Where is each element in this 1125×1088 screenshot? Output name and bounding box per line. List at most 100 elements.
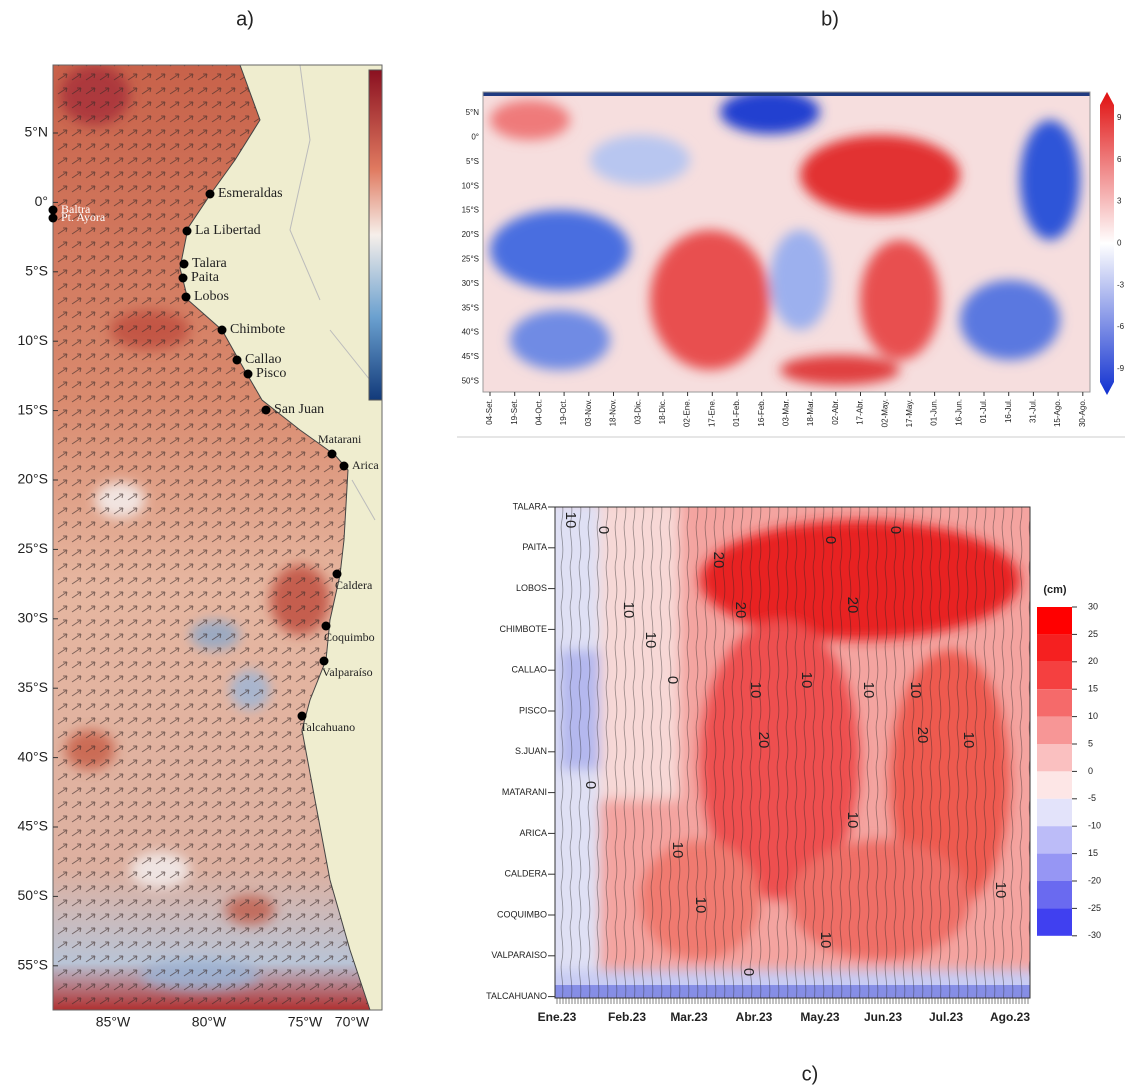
place-dot [217,325,227,335]
date-label: 03-Nov. [584,399,593,426]
colorbar-label: 5 [1088,738,1093,748]
lat-label: 0° [35,193,48,209]
place-dot [181,292,191,302]
contour-label: 20 [914,727,931,744]
contour-label: 20 [844,597,861,614]
date-label: 15-Ago. [1053,399,1062,427]
date-label: 01-Feb. [732,399,741,427]
place-dot [48,213,58,223]
place-label: Matarani [318,432,362,446]
colorbar-label: 6 [1117,155,1122,164]
colorbar-swatch [1037,607,1072,635]
lon-label: 85°W [96,1014,131,1030]
place-label: Pt. Ayora [61,210,106,224]
colorbar-swatch [1037,771,1072,799]
place-label: Coquimbo [324,630,375,644]
station-label: VALPARAISO [491,950,547,960]
lon-label: 70°W [335,1014,370,1030]
station-label: S.JUAN [515,746,547,756]
panel-label: a) [236,8,254,30]
place-dot [179,259,189,269]
place-label: Talara [192,256,228,271]
month-label: May.23 [800,1010,839,1024]
place-label: Talcahuano [300,720,355,734]
date-label: 02-Ene. [683,399,692,427]
contour-label: 10 [907,682,924,699]
contour-label: 10 [844,812,861,829]
contour-label: 0 [822,536,839,544]
month-label: Abr.23 [736,1010,773,1024]
plot-frame [554,506,1031,999]
contour-label: 0 [595,526,612,534]
lat-label: 5°S [466,157,479,166]
contour-label: 10 [692,897,709,914]
colorbar-label: -25 [1088,903,1101,913]
lat-label: 25°S [462,255,479,264]
colorbar-label: 30 [1088,601,1098,611]
colorbar-label: 15 [1088,848,1098,858]
lat-label: 45°S [462,352,479,361]
lat-label: 0° [471,133,479,142]
colorbar [1100,92,1114,395]
hovmoller-b [483,92,1090,392]
panel-label: b) [821,8,839,30]
colorbar-label: -10 [1088,821,1101,831]
date-label: 19-Set. [510,399,519,425]
colorbar-label: 9 [1117,113,1122,122]
station-label: LOBOS [516,583,547,593]
colorbar-label: -6 [1117,322,1125,331]
lat-label: 5°N [25,124,49,140]
place-dot [182,226,192,236]
place-dot [48,205,58,215]
colorbar-swatch [1037,826,1072,854]
lat-label: 40°S [462,328,479,337]
lat-label: 55°S [17,957,48,973]
place-label: Pisco [256,366,286,381]
date-label: 04-Set. [485,399,494,425]
lon-label: 75°W [288,1014,323,1030]
lat-label: 5°N [466,108,480,117]
colorbar-unit: (cm) [1043,584,1067,596]
date-label: 03-Mar. [782,399,791,426]
place-label: Lobos [194,289,229,304]
date-label: 18-Dic. [658,399,667,424]
station-label: CALLAO [511,665,547,675]
place-label: Valparaíso [322,665,373,679]
lat-label: 20°S [17,471,48,487]
lat-label: 25°S [17,540,48,556]
date-label: 31-Jul. [1029,399,1038,423]
contour-label: 0 [664,676,681,684]
date-label: 17-Abr. [856,399,865,425]
colorbar-swatch [1037,798,1072,827]
place-label: Caldera [335,578,373,592]
map-frame [52,64,383,1011]
colorbar-label: -5 [1088,793,1096,803]
colorbar-swatch [1037,634,1072,662]
station-label: ARICA [519,828,547,838]
contour-label: 0 [887,526,904,534]
place-dot [232,355,242,365]
date-label: 18-Mar. [806,399,815,426]
date-label: 19-Oct. [559,399,568,425]
lat-label: 40°S [17,748,48,764]
contour-label: 20 [755,732,772,749]
station-label: PISCO [519,705,547,715]
date-label: 17-May. [905,399,914,427]
contour-label: 10 [562,512,579,529]
station-label: CALDERA [504,869,547,879]
station-label: PAITA [522,542,547,552]
place-dot [319,656,329,666]
date-label: 16-Jun. [954,399,963,426]
lat-label: 10°S [17,332,48,348]
place-dot [205,189,215,199]
contour-label: 10 [817,932,834,949]
date-label: 18-Nov. [609,399,618,426]
month-label: Jun.23 [864,1010,902,1024]
place-dot [332,569,342,579]
colorbar-swatch [1037,908,1072,936]
date-label: 02-May. [880,399,889,427]
date-label: 01-Jul. [979,399,988,423]
colorbar-label: 25 [1088,629,1098,639]
date-label: 02-Abr. [831,399,840,425]
place-label: Callao [245,352,282,367]
